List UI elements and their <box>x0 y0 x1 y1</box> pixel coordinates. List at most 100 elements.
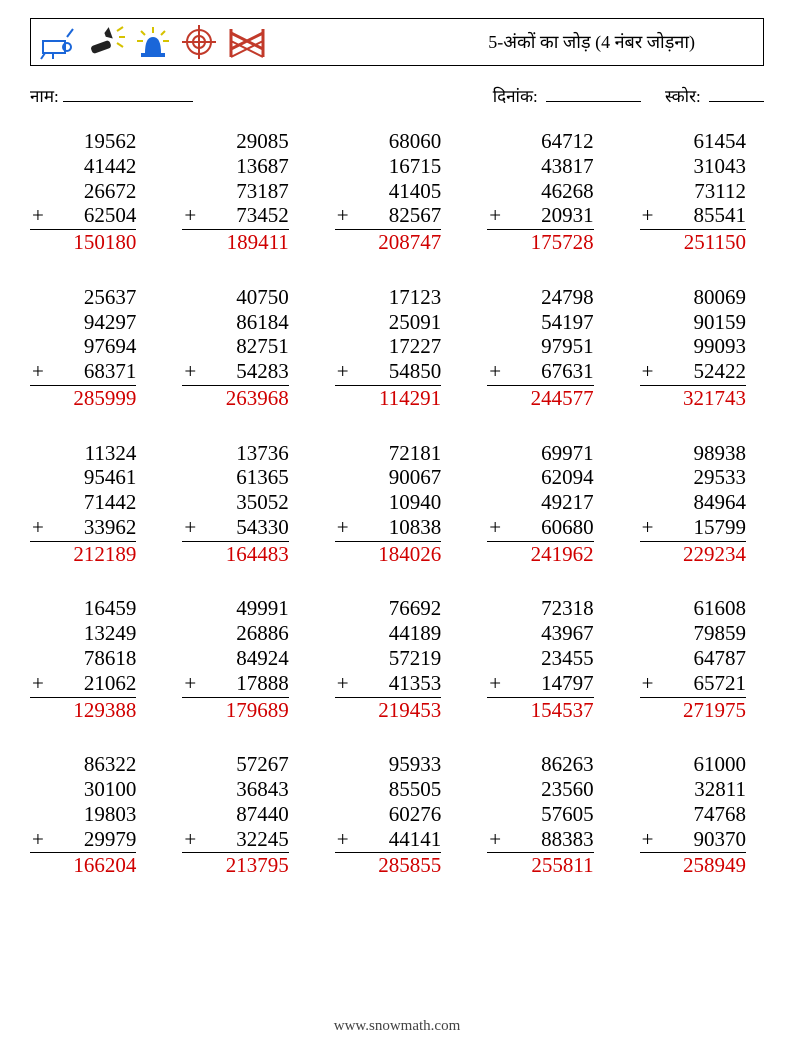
plus-sign: + <box>30 203 44 228</box>
operand: 69971 <box>487 441 593 466</box>
operand: 62094 <box>487 465 593 490</box>
operand: 21062 <box>84 671 137 696</box>
operand: 43817 <box>487 154 593 179</box>
plus-sign: + <box>487 827 501 852</box>
problem-3-2: 766924418957219+41353219453 <box>335 596 459 722</box>
operand: 17123 <box>335 285 441 310</box>
problem-0-4: 614543104373112+85541251150 <box>640 129 764 255</box>
last-operand-line: +29979 <box>30 827 136 854</box>
last-operand-line: +68371 <box>30 359 136 386</box>
operand: 67631 <box>541 359 594 384</box>
plus-sign: + <box>487 515 501 540</box>
operand: 74768 <box>640 802 746 827</box>
plus-sign: + <box>487 671 501 696</box>
operand: 94297 <box>30 310 136 335</box>
operand: 41442 <box>30 154 136 179</box>
operand: 76692 <box>335 596 441 621</box>
name-label: नाम: <box>30 84 59 107</box>
operand: 57219 <box>335 646 441 671</box>
problem-3-1: 499912688684924+17888179689 <box>182 596 306 722</box>
operand: 88383 <box>541 827 594 852</box>
answer: 285999 <box>30 386 136 411</box>
plus-sign: + <box>30 671 44 696</box>
plus-sign: + <box>30 827 44 852</box>
operand: 41353 <box>389 671 442 696</box>
operand: 64712 <box>487 129 593 154</box>
operand: 33962 <box>84 515 137 540</box>
plus-sign: + <box>335 827 349 852</box>
operand: 97694 <box>30 334 136 359</box>
operand: 52422 <box>694 359 747 384</box>
last-operand-line: +44141 <box>335 827 441 854</box>
name-blank <box>63 87 193 102</box>
answer: 229234 <box>640 542 746 567</box>
last-operand-line: +67631 <box>487 359 593 386</box>
answer: 321743 <box>640 386 746 411</box>
operand: 10838 <box>389 515 442 540</box>
answer: 244577 <box>487 386 593 411</box>
answer: 213795 <box>182 853 288 878</box>
last-operand-line: +60680 <box>487 515 593 542</box>
answer: 179689 <box>182 698 288 723</box>
last-operand-line: +20931 <box>487 203 593 230</box>
operand: 11324 <box>30 441 136 466</box>
operand: 17227 <box>335 334 441 359</box>
operand: 86263 <box>487 752 593 777</box>
last-operand-line: +85541 <box>640 203 746 230</box>
last-operand-line: +88383 <box>487 827 593 854</box>
problem-2-4: 989382953384964+15799229234 <box>640 441 764 567</box>
operand: 40750 <box>182 285 288 310</box>
plus-sign: + <box>182 827 196 852</box>
answer: 208747 <box>335 230 441 255</box>
operand: 32811 <box>640 777 746 802</box>
operand: 68371 <box>84 359 137 384</box>
operand: 79859 <box>640 621 746 646</box>
operand: 87440 <box>182 802 288 827</box>
operand: 68060 <box>335 129 441 154</box>
plus-sign: + <box>487 359 501 384</box>
plus-sign: + <box>487 203 501 228</box>
problem-0-0: 195624144226672+62504150180 <box>30 129 154 255</box>
plus-sign: + <box>335 359 349 384</box>
operand: 49991 <box>182 596 288 621</box>
operand: 60276 <box>335 802 441 827</box>
operand: 41405 <box>335 179 441 204</box>
date-field: दिनांक: <box>493 84 641 107</box>
operand: 84964 <box>640 490 746 515</box>
plus-sign: + <box>182 359 196 384</box>
operand: 30100 <box>30 777 136 802</box>
header-box: 5-अंकों का जोड़ (4 नंबर जोड़ना) <box>30 18 764 66</box>
plus-sign: + <box>182 671 196 696</box>
problem-2-0: 113249546171442+33962212189 <box>30 441 154 567</box>
worksheet-title: 5-अंकों का जोड़ (4 नंबर जोड़ना) <box>488 30 755 54</box>
answer: 251150 <box>640 230 746 255</box>
last-operand-line: +73452 <box>182 203 288 230</box>
plus-sign: + <box>640 671 654 696</box>
answer: 241962 <box>487 542 593 567</box>
plus-sign: + <box>640 515 654 540</box>
plus-sign: + <box>335 671 349 696</box>
operand: 29533 <box>640 465 746 490</box>
operand: 54197 <box>487 310 593 335</box>
problem-4-2: 959338550560276+44141285855 <box>335 752 459 878</box>
operand: 36843 <box>182 777 288 802</box>
operand: 13736 <box>182 441 288 466</box>
name-field: नाम: <box>30 84 193 107</box>
operand: 17888 <box>236 671 289 696</box>
operand: 72181 <box>335 441 441 466</box>
operand: 65721 <box>694 671 747 696</box>
problems-grid: 195624144226672+625041501802908513687731… <box>30 129 764 878</box>
operand: 19803 <box>30 802 136 827</box>
operand: 19562 <box>30 129 136 154</box>
operand: 29979 <box>84 827 137 852</box>
problem-3-3: 723184396723455+14797154537 <box>487 596 611 722</box>
operand: 46268 <box>487 179 593 204</box>
operand: 71442 <box>30 490 136 515</box>
operand: 57605 <box>487 802 593 827</box>
last-operand-line: +82567 <box>335 203 441 230</box>
meta-row: नाम: दिनांक: स्कोर: <box>30 84 764 107</box>
operand: 61608 <box>640 596 746 621</box>
last-operand-line: +54850 <box>335 359 441 386</box>
answer: 189411 <box>182 230 288 255</box>
operand: 61454 <box>640 129 746 154</box>
